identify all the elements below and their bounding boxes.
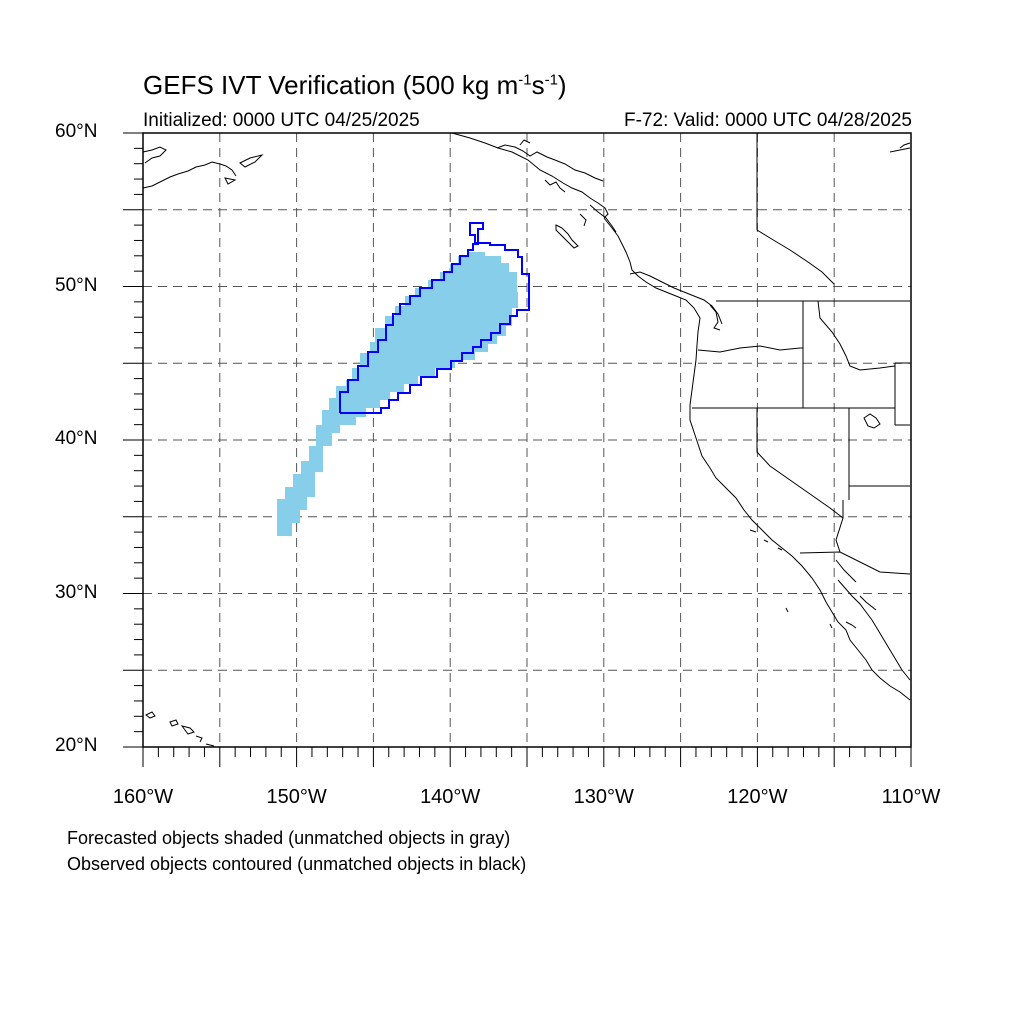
map-title: GEFS IVT Verification (500 kg m-1s-1)	[143, 70, 567, 100]
observed-object-contour	[339, 222, 530, 414]
initialized-time: Initialized: 0000 UTC 04/25/2025	[143, 110, 420, 131]
latitude-label: 50°N	[55, 274, 98, 296]
coastline	[142, 132, 911, 747]
longitude-label: 150°W	[266, 786, 327, 808]
legend-observed-note: Observed objects contoured (unmatched ob…	[67, 854, 527, 874]
legend-notes: Forecasted objects shaded (unmatched obj…	[67, 825, 526, 877]
gridlines	[143, 133, 911, 747]
longitude-label: 130°W	[573, 786, 634, 808]
longitude-label: 160°W	[112, 786, 174, 808]
latitude-label: 30°N	[55, 581, 98, 603]
latitude-label: 40°N	[55, 428, 98, 449]
forecast-object	[277, 252, 518, 536]
axis-ticks	[123, 132, 912, 767]
map-frame	[142, 132, 912, 748]
valid-time: F-72: Valid: 0000 UTC 04/28/2025	[624, 110, 912, 131]
legend-forecast-note: Forecasted objects shaded (unmatched obj…	[67, 828, 511, 848]
longitude-label: 110°W	[881, 786, 941, 808]
latitude-label: 20°N	[55, 735, 98, 756]
latitude-label: 60°N	[55, 121, 98, 142]
longitude-label: 120°W	[727, 786, 788, 808]
state-boundaries	[692, 133, 911, 575]
longitude-label: 140°W	[420, 786, 481, 808]
